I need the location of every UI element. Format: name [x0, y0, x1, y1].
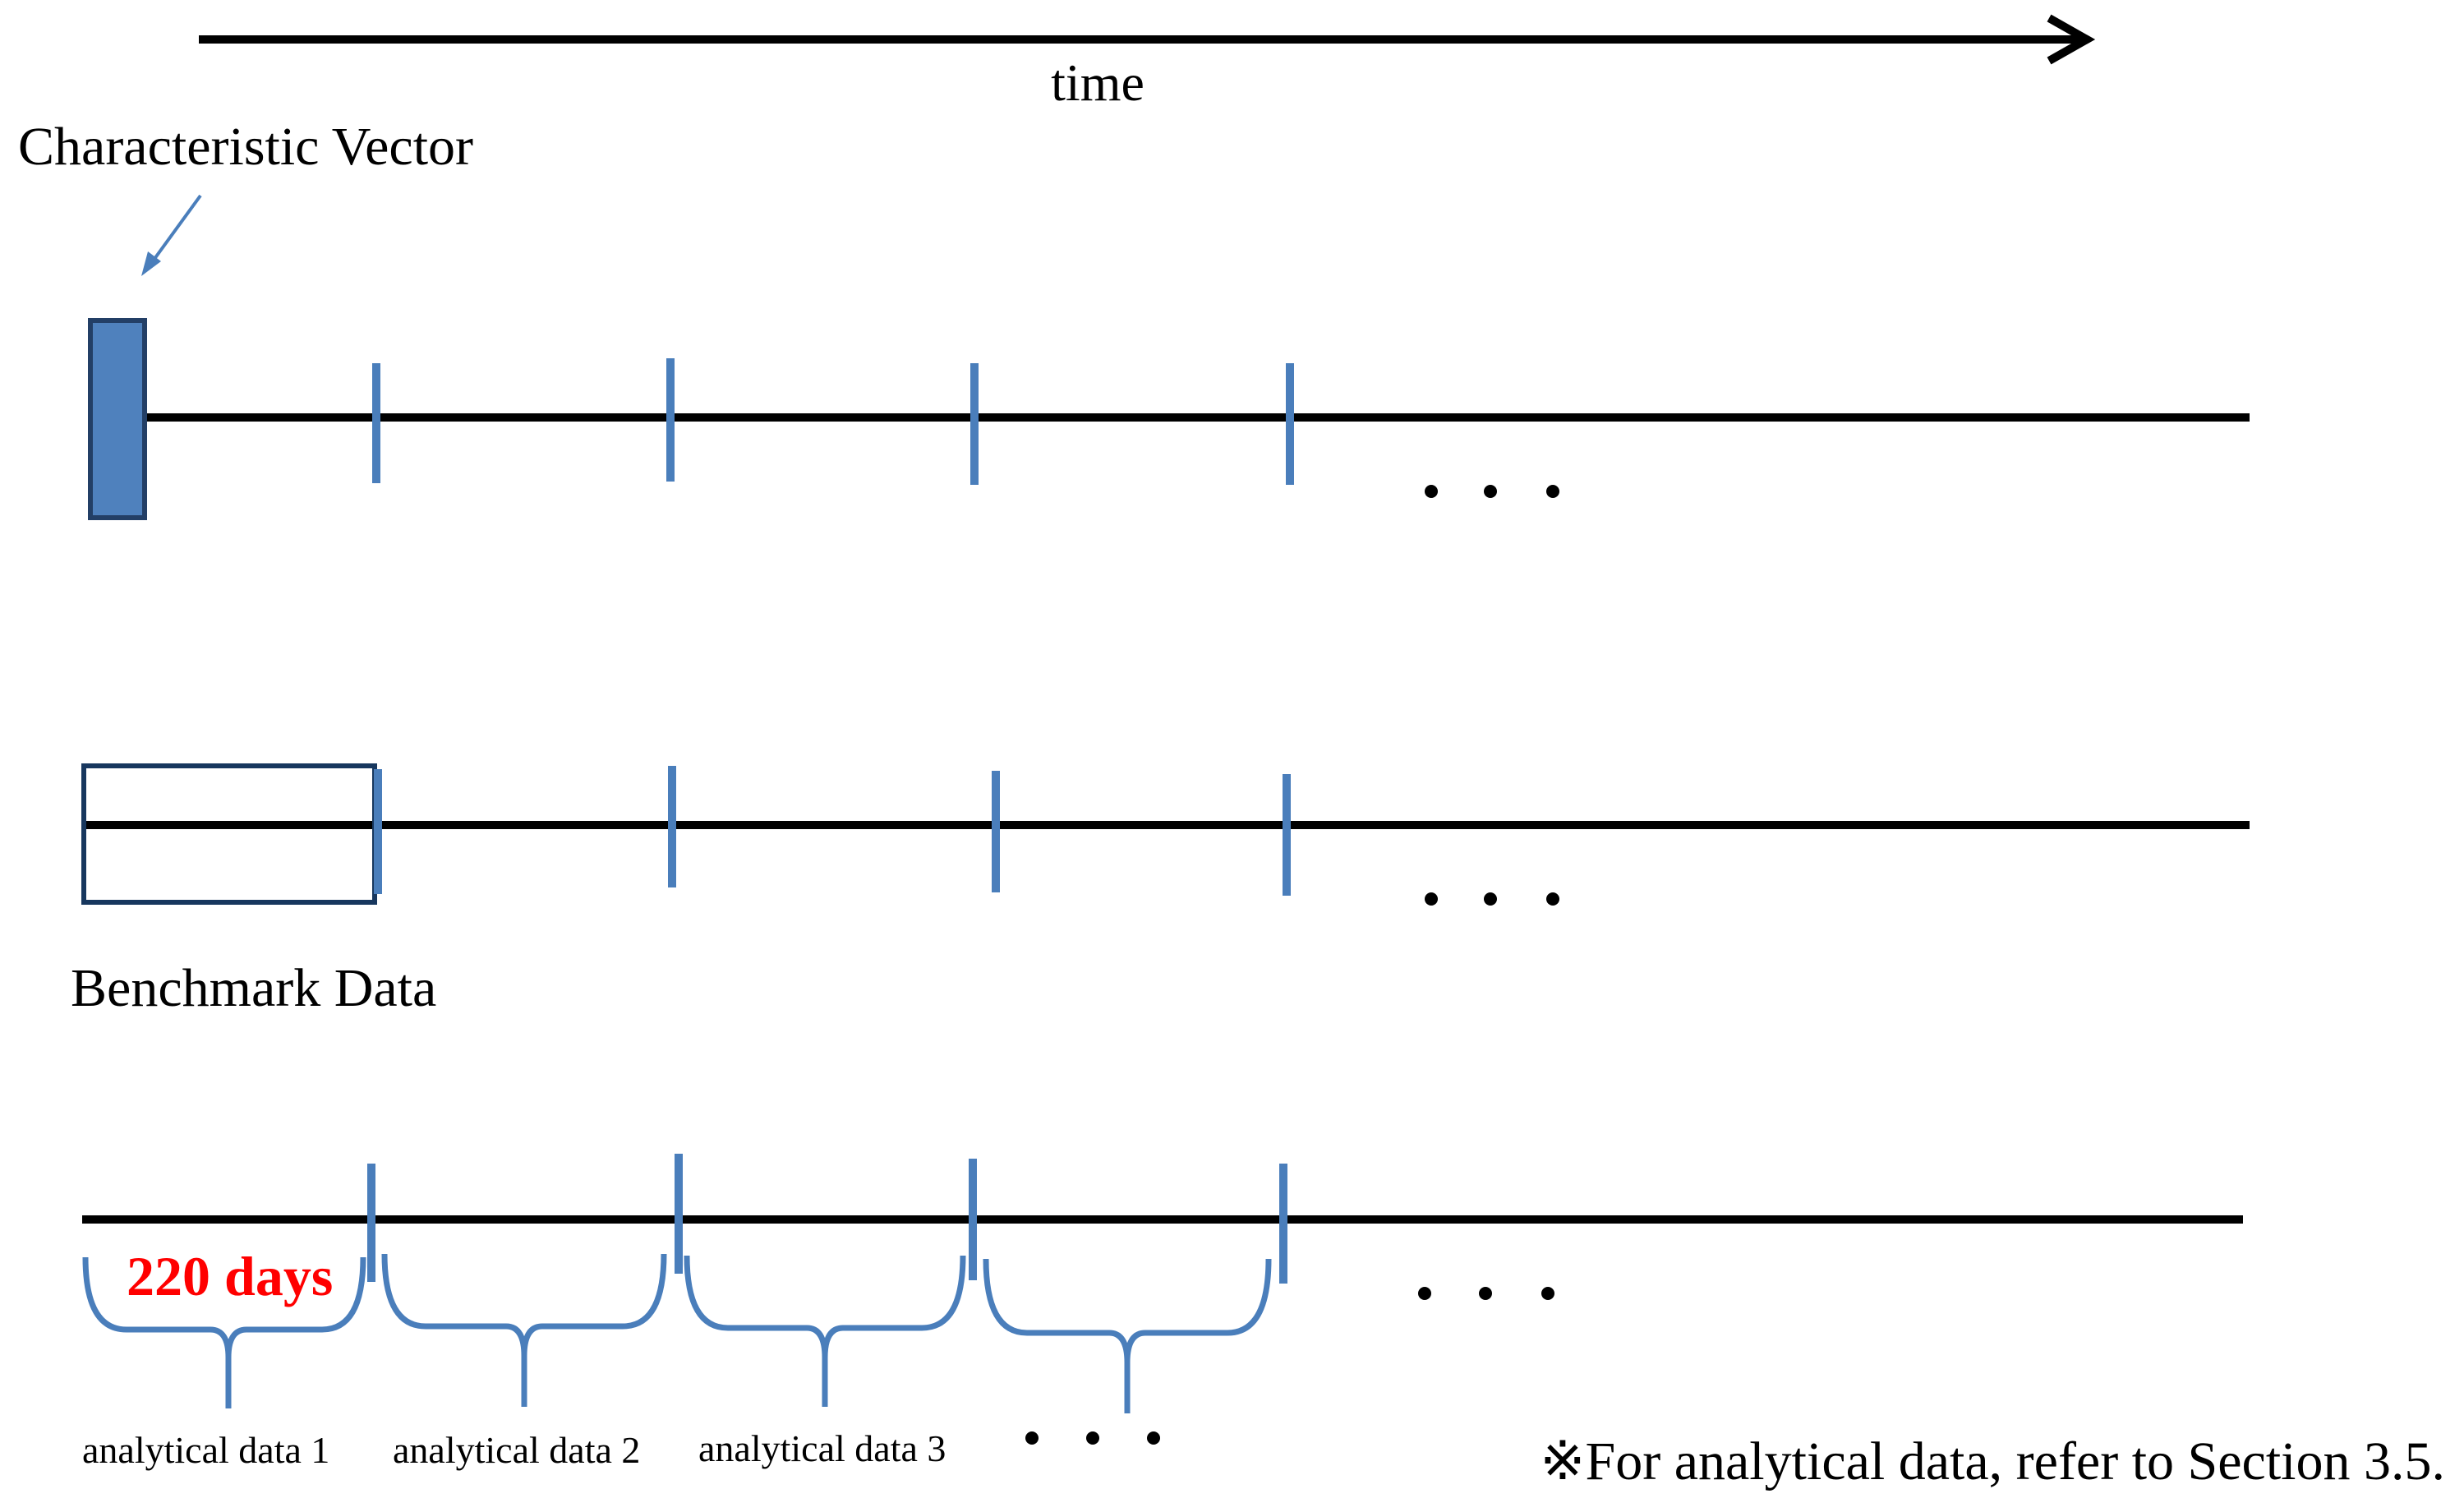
characteristic-vector-block [88, 318, 147, 520]
curly-brace [983, 1258, 1272, 1413]
row-analytical-data: 220 days analytical data 1 analytical da… [82, 1154, 2445, 1491]
ellipsis-dots [1418, 1287, 1554, 1300]
curly-brace [82, 1256, 366, 1408]
characteristic-vector-label: Characteristic Vector [18, 117, 473, 177]
benchmark-data-label: Benchmark Data [71, 958, 436, 1018]
time-axis-label: time [1051, 53, 1144, 112]
curly-brace [381, 1253, 667, 1407]
analytical-data-label: analytical data 2 [393, 1429, 640, 1471]
time-axis: time [199, 14, 2096, 112]
ellipsis-dots [1425, 485, 1559, 498]
row-characteristic-vector: Characteristic Vector [18, 117, 2250, 520]
analytical-data-label: analytical data 1 [82, 1429, 329, 1471]
ellipsis-dots [1025, 1431, 1160, 1445]
characteristic-vector-pointer [146, 194, 202, 270]
benchmark-data-box [81, 763, 377, 905]
analytical-data-label: analytical data 3 [698, 1427, 946, 1469]
curly-brace [684, 1255, 966, 1407]
row-benchmark-data: Benchmark Data [71, 763, 2250, 1018]
window-length-label: 220 days [127, 1245, 333, 1307]
time-axis-arrowhead [2047, 14, 2096, 65]
analytical-data-note: ※For analytical data, refer to Section 3… [1540, 1431, 2445, 1491]
characteristic-vector-pointer-head [141, 251, 161, 276]
ellipsis-dots [1425, 892, 1559, 906]
